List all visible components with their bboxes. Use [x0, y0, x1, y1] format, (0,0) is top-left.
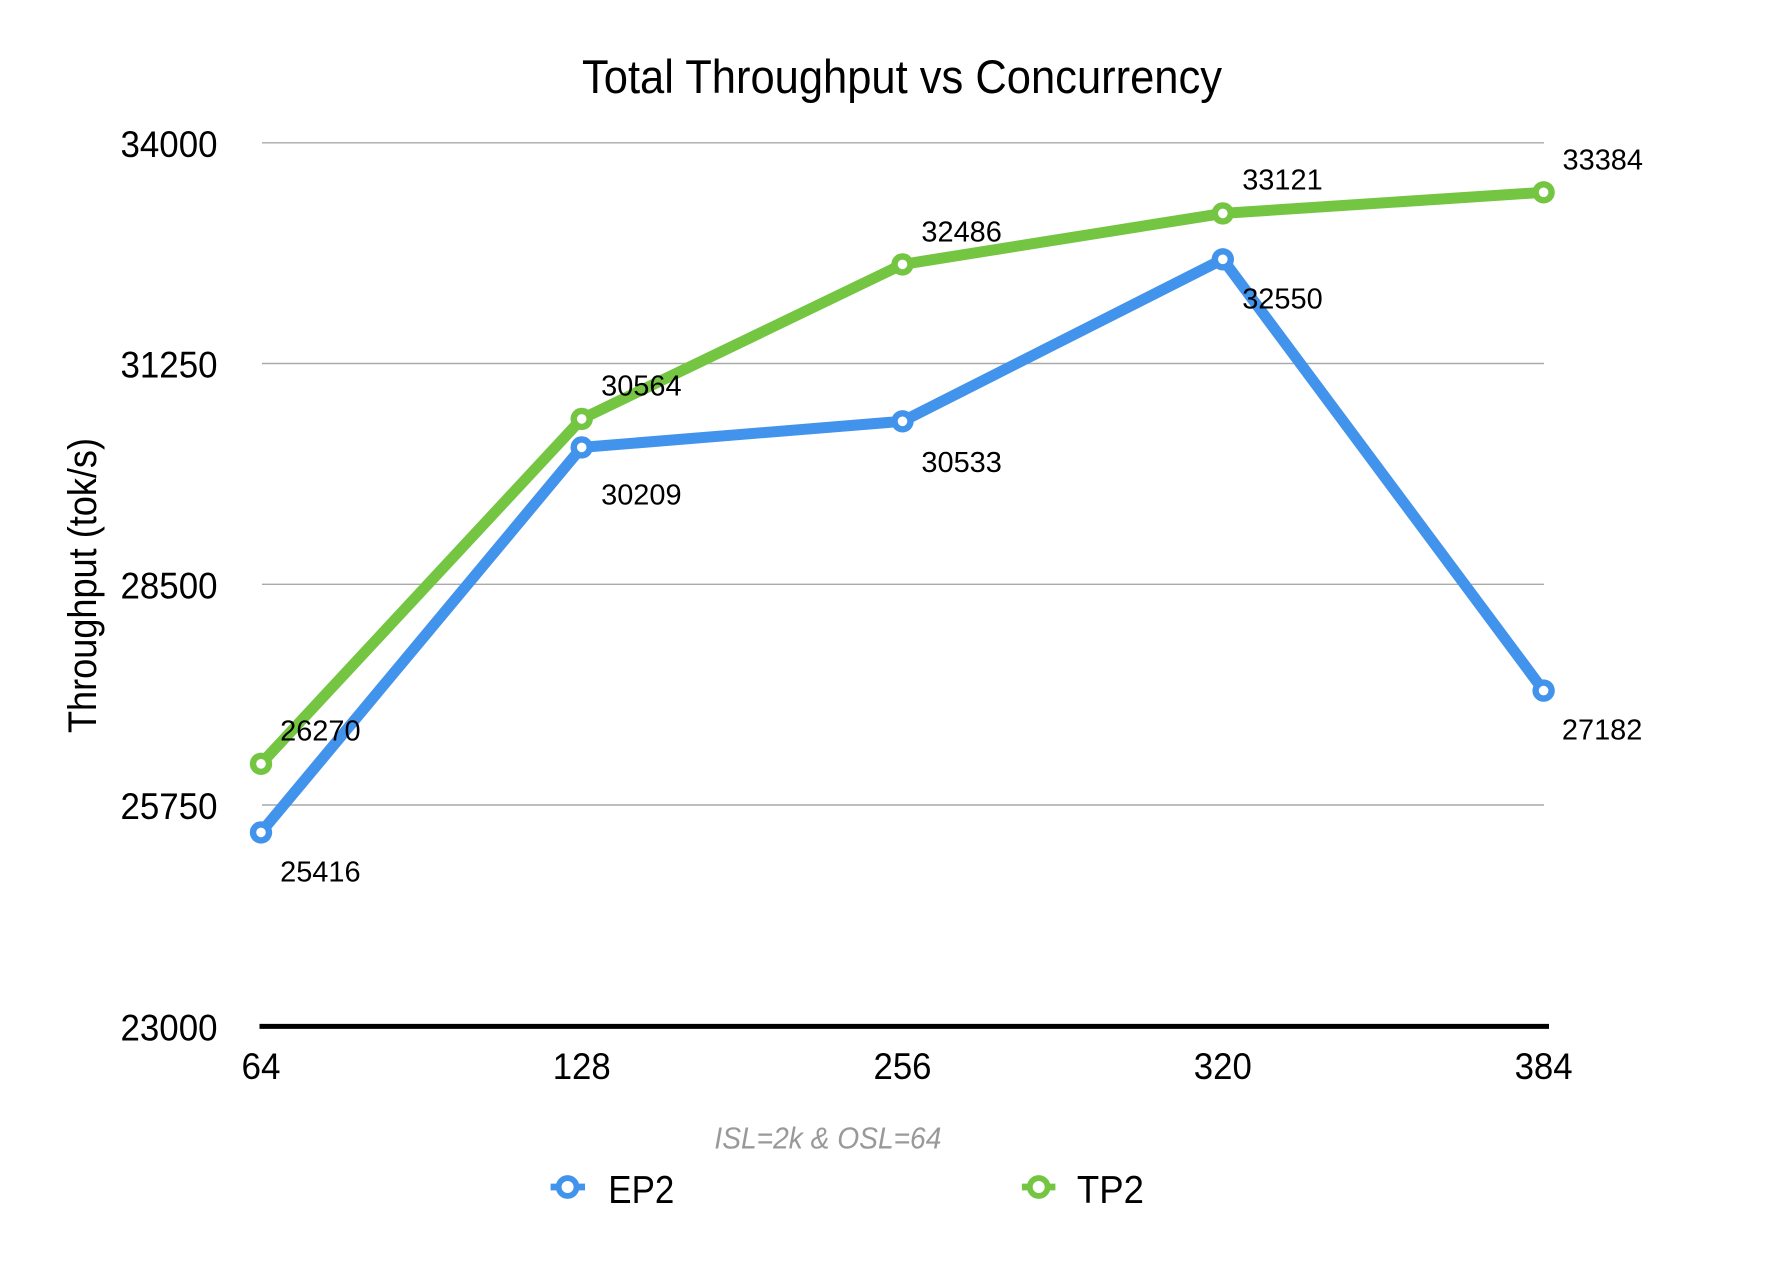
svg-text:31250: 31250	[121, 345, 218, 386]
svg-text:30209: 30209	[601, 480, 682, 512]
svg-text:25750: 25750	[121, 786, 218, 827]
svg-text:TP2: TP2	[1077, 1169, 1144, 1212]
svg-text:34000: 34000	[121, 124, 218, 165]
svg-text:30533: 30533	[921, 447, 1002, 479]
svg-text:23000: 23000	[121, 1008, 218, 1049]
svg-text:33384: 33384	[1563, 145, 1644, 177]
svg-text:EP2: EP2	[608, 1169, 674, 1212]
svg-text:320: 320	[1194, 1046, 1252, 1087]
svg-text:256: 256	[874, 1046, 932, 1087]
svg-text:25416: 25416	[280, 857, 361, 889]
svg-text:64: 64	[242, 1046, 281, 1087]
svg-text:128: 128	[553, 1046, 611, 1087]
svg-text:32486: 32486	[921, 216, 1002, 248]
svg-text:27182: 27182	[1562, 715, 1643, 747]
svg-text:Total Throughput vs Concurrenc: Total Throughput vs Concurrency	[582, 50, 1222, 103]
svg-text:30564: 30564	[601, 370, 682, 402]
svg-text:32550: 32550	[1242, 283, 1323, 315]
svg-text:384: 384	[1515, 1046, 1573, 1087]
svg-text:Throughput (tok/s): Throughput (tok/s)	[61, 438, 105, 733]
svg-text:26270: 26270	[280, 716, 361, 748]
svg-text:28500: 28500	[121, 566, 218, 607]
svg-text:33121: 33121	[1242, 165, 1323, 197]
svg-text:ISL=2k & OSL=64: ISL=2k & OSL=64	[714, 1121, 941, 1156]
